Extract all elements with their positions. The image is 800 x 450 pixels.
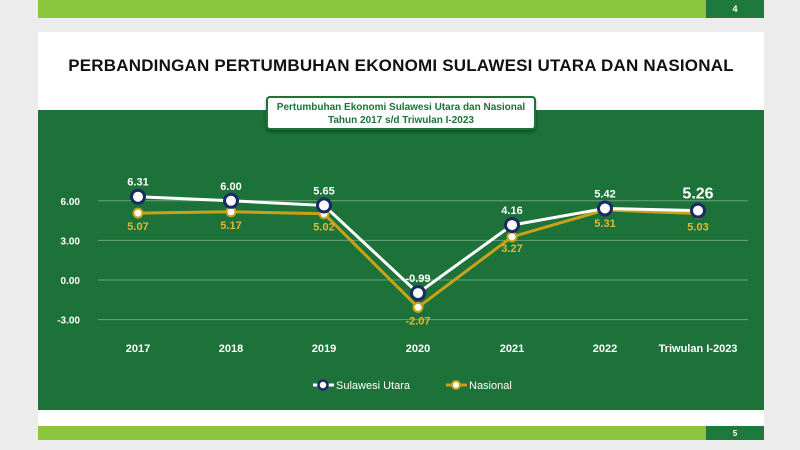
legend-nasional-marker — [451, 380, 461, 390]
chart-title-box: Pertumbuhan Ekonomi Sulawesi Utara dan N… — [266, 96, 536, 130]
legend-nasional-label: Nasional — [469, 380, 512, 392]
y-tick-label: 0.00 — [61, 276, 81, 287]
nasional-point — [412, 301, 424, 313]
nasional-data-label: 3.27 — [501, 243, 522, 255]
nasional-data-label: 5.07 — [127, 221, 148, 233]
sulawesi-utara-point — [504, 217, 520, 234]
x-tick-label: 2019 — [312, 343, 336, 355]
nasional-point — [132, 207, 144, 219]
slide-footer-bar: 5 — [38, 426, 764, 440]
slide: PERBANDINGAN PERTUMBUHAN EKONOMI SULAWES… — [38, 32, 764, 440]
nasional-data-label: 5.03 — [687, 222, 708, 234]
slide-page-number: 5 — [706, 426, 764, 440]
chart-subtitle: Tahun 2017 s/d Triwulan I-2023 — [328, 115, 474, 126]
sulawesi-utara-point — [597, 200, 613, 217]
x-tick-label: 2018 — [219, 343, 243, 355]
sulawesi-utara-data-label: 5.26 — [682, 186, 713, 203]
nasional-data-label: 5.02 — [313, 222, 334, 234]
x-tick-label: 2022 — [593, 343, 617, 355]
slide-title: PERBANDINGAN PERTUMBUHAN EKONOMI SULAWES… — [68, 56, 734, 75]
sulawesi-utara-data-label: 4.16 — [501, 205, 522, 217]
chart-title: Pertumbuhan Ekonomi Sulawesi Utara dan N… — [276, 102, 526, 113]
sulawesi-utara-point — [223, 192, 239, 209]
sulawesi-utara-point — [316, 197, 332, 214]
nasional-data-label: 5.31 — [594, 218, 615, 230]
x-tick-label: 2017 — [126, 343, 150, 355]
sulawesi-utara-point — [130, 188, 146, 205]
nasional-point — [506, 231, 518, 243]
nasional-data-label: -2.07 — [405, 315, 430, 327]
sulawesi-utara-data-label: 6.00 — [220, 181, 241, 193]
sulawesi-utara-point — [690, 202, 706, 219]
line-chart: 6.00 3.00 0.00 -3.00 2017 2018 2019 2020 2021 202… — [57, 177, 748, 392]
x-tick-label: Triwulan I-2023 — [659, 343, 738, 355]
sulawesi-utara-point — [410, 285, 426, 302]
legend-sulawesi-utara-marker — [317, 379, 329, 391]
legend-sulawesi-utara-label: Sulawesi Utara — [336, 380, 411, 392]
previous-slide-strip: 4 — [38, 0, 764, 18]
sulawesi-utara-data-label: 5.42 — [594, 188, 615, 200]
sulawesi-utara-data-label: 5.65 — [313, 185, 334, 197]
x-tick-label: 2021 — [500, 343, 524, 355]
nasional-data-label: 5.17 — [220, 220, 241, 232]
chart-panel: 6.00 3.00 0.00 -3.00 2017 2018 2019 2020 2021 202… — [38, 110, 764, 410]
sulawesi-utara-data-label: 6.31 — [127, 177, 148, 189]
y-tick-label: 6.00 — [61, 197, 81, 208]
y-tick-label: 3.00 — [61, 236, 81, 247]
x-tick-label: 2020 — [406, 343, 430, 355]
sulawesi-utara-data-label: -0.99 — [405, 273, 430, 285]
y-tick-label: -3.00 — [57, 316, 80, 327]
previous-slide-page-number: 4 — [706, 0, 764, 18]
